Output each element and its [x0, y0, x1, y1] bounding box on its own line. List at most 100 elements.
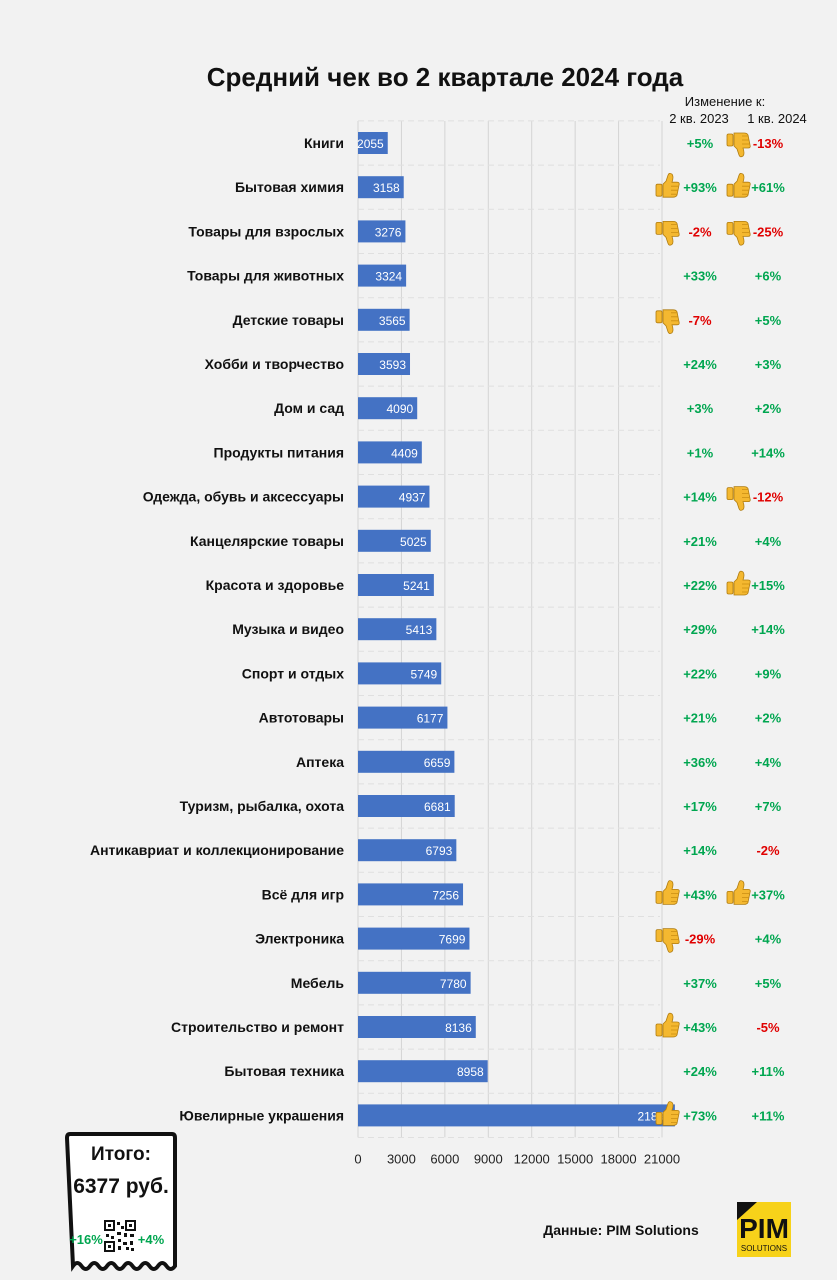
change-q1-2024: +4% [755, 534, 782, 549]
change-q2-2023: -7% [688, 313, 712, 328]
change-columns: +5% -13% +93% +61% -2% -25% +33% +6% -7% +5% +24% +… [655, 132, 785, 1126]
category-label: Туризм, рыбалка, охота [180, 798, 345, 814]
bar-value-label: 4090 [387, 402, 414, 416]
category-label: Бытовая техника [224, 1063, 344, 1079]
category-label: Антикавриат и коллекционирование [90, 842, 344, 858]
bar-value-label: 7780 [440, 977, 467, 991]
bar-value-label: 3565 [379, 314, 406, 328]
category-label: Музыка и видео [232, 621, 344, 637]
change-q2-2023: +1% [687, 445, 714, 460]
change-q1-2024: +61% [751, 180, 785, 195]
bar-value-label: 7256 [432, 888, 459, 902]
category-label: Ювелирные украшения [179, 1107, 344, 1123]
summary-receipt: Итого: 6377 руб. +16% +4% [64, 1132, 177, 1272]
x-tick-label: 0 [354, 1151, 361, 1166]
change-q1-2024: +4% [755, 755, 782, 770]
change-q2-2023: +5% [687, 136, 714, 151]
change-q2-2023: +33% [683, 269, 717, 284]
bar [358, 1104, 675, 1127]
bar [358, 353, 411, 375]
category-label: Книги [304, 135, 344, 151]
category-label: Дом и сад [274, 400, 344, 416]
change-q1-2024: +9% [755, 666, 782, 681]
x-tick-label: 18000 [600, 1151, 636, 1166]
bar-value-label: 2055 [357, 137, 384, 151]
thumbs-down-icon [655, 220, 680, 246]
change-q1-2024: +15% [751, 578, 785, 593]
summary-value: 6377 руб. [73, 1175, 169, 1198]
change-q2-2023: +29% [683, 622, 717, 637]
bar [358, 662, 442, 685]
change-q2-2023: +43% [683, 1020, 717, 1035]
change-q1-2024: -5% [756, 1020, 780, 1035]
change-q2-2023: +17% [683, 799, 717, 814]
data-source: Данные: PIM Solutions [543, 1222, 699, 1238]
change-q2-2023: +43% [683, 887, 717, 902]
bar-value-label: 6681 [424, 800, 451, 814]
bar [358, 883, 464, 906]
bar [358, 1016, 476, 1038]
bar [358, 574, 434, 596]
bar [358, 529, 431, 552]
bar-value-label: 4937 [399, 491, 426, 505]
bar [358, 706, 448, 729]
change-q1-2024: +2% [755, 401, 782, 416]
bar-value-label: 3324 [375, 270, 402, 284]
category-label: Строительство и ремонт [171, 1019, 344, 1035]
bar-value-label: 6793 [426, 844, 453, 858]
bar [358, 1060, 488, 1083]
bar-value-label: 5749 [411, 667, 438, 681]
change-q1-2024: +3% [755, 357, 782, 372]
bar [358, 839, 457, 862]
summary-title: Итого: [91, 1144, 151, 1165]
thumbs-up-icon [655, 173, 680, 198]
change-q2-2023: +14% [683, 843, 717, 858]
change-q2-2023: +21% [683, 534, 717, 549]
change-q1-2024: -2% [756, 843, 780, 858]
change-header-q1-2024: 1 кв. 2024 [747, 111, 807, 126]
change-q2-2023: +73% [683, 1108, 717, 1123]
pim-solutions-logo: PIM SOLUTIONS [737, 1202, 791, 1257]
change-q2-2023: +24% [683, 1064, 717, 1079]
thumbs-down-icon [655, 928, 680, 953]
change-header-title: Изменение к: [685, 94, 765, 109]
chart-title: Средний чек во 2 квартале 2024 года [207, 62, 684, 92]
category-label: Бытовая химия [235, 179, 344, 195]
bar [358, 441, 422, 464]
category-label: Всё для игр [262, 886, 344, 902]
change-q1-2024: +14% [751, 445, 785, 460]
change-q1-2024: -13% [753, 136, 784, 151]
change-q1-2024: +14% [751, 622, 785, 637]
change-q1-2024: +37% [751, 887, 785, 902]
category-label: Продукты питания [214, 444, 344, 460]
bar-value-label: 3276 [375, 225, 402, 239]
change-q1-2024: +11% [752, 1064, 785, 1079]
thumbs-up-icon [726, 570, 751, 596]
category-label: Товары для взрослых [188, 223, 344, 239]
change-header-q2-2023: 2 кв. 2023 [669, 111, 729, 126]
bar-value-label: 8136 [445, 1021, 472, 1035]
change-q2-2023: +22% [683, 578, 717, 593]
category-label: Спорт и отдых [242, 665, 344, 681]
category-label: Мебель [291, 975, 345, 991]
category-label: Красота и здоровье [206, 577, 345, 593]
change-q2-2023: +36% [683, 755, 717, 770]
change-q2-2023: -2% [688, 224, 712, 239]
thumbs-up-icon [655, 880, 680, 905]
category-label: Электроника [255, 931, 344, 947]
bar-value-label: 8958 [457, 1065, 484, 1079]
bar [358, 927, 470, 950]
change-q1-2024: +5% [755, 976, 782, 991]
bar-value-label: 7699 [439, 933, 466, 947]
category-label: Аптека [296, 754, 344, 770]
change-q2-2023: +24% [683, 357, 717, 372]
bar-value-label: 3158 [373, 181, 400, 195]
thumbs-down-icon [726, 220, 751, 246]
x-tick-label: 3000 [387, 1151, 416, 1166]
logo-subtext: SOLUTIONS [741, 1244, 787, 1253]
bar [358, 971, 471, 994]
bar [358, 750, 455, 773]
x-tick-label: 21000 [644, 1151, 680, 1166]
summary-change-q1-2024: +4% [138, 1232, 165, 1247]
bar-value-label: 6659 [424, 756, 451, 770]
